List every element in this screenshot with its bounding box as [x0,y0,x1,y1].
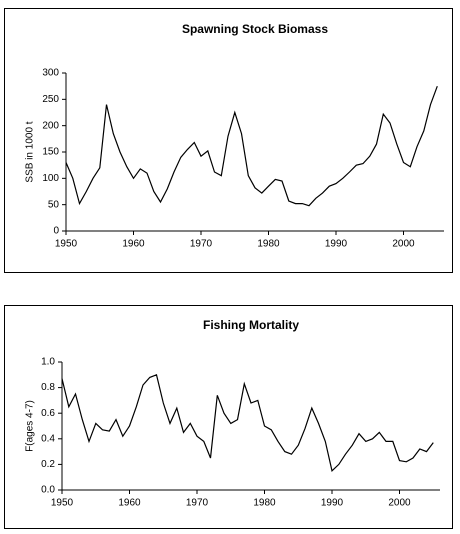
chart-frame [4,305,453,529]
y-axis-label: SSB in 1000 t [25,121,36,182]
x-tick-label: 1960 [118,498,141,509]
y-tick-label: 250 [42,94,59,105]
y-tick-label: 0.0 [41,485,55,496]
x-tick-label: 1990 [325,239,348,250]
data-line [61,373,434,472]
chart-title: Spawning Stock Biomass [182,22,328,36]
chart-frame [4,8,453,273]
y-tick-label: 0.6 [41,408,55,419]
x-tick-label: 1950 [51,498,74,509]
y-axis-label: F(ages 4-7) [25,400,36,452]
x-tick-label: 1950 [55,239,78,250]
y-tick-label: 0.4 [41,433,55,444]
y-tick-label: 0.8 [41,382,55,393]
y-tick-label: 150 [42,147,59,158]
y-tick-label: 0 [53,226,59,237]
y-tick-label: 1.0 [41,357,55,368]
y-tick-label: 50 [48,199,60,210]
x-tick-label: 1980 [253,498,276,509]
y-tick-label: 100 [42,173,59,184]
x-tick-label: 1960 [122,239,145,250]
y-tick-label: 0.2 [41,459,55,470]
x-tick-label: 1990 [321,498,344,509]
x-tick-label: 1980 [257,239,280,250]
data-line [65,85,438,207]
x-tick-label: 2000 [392,239,415,250]
x-tick-label: 1970 [186,498,209,509]
x-tick-label: 1970 [190,239,213,250]
y-tick-label: 200 [42,120,59,131]
x-tick-label: 2000 [388,498,411,509]
chart-title: Fishing Mortality [203,318,299,332]
y-tick-label: 300 [42,68,59,79]
